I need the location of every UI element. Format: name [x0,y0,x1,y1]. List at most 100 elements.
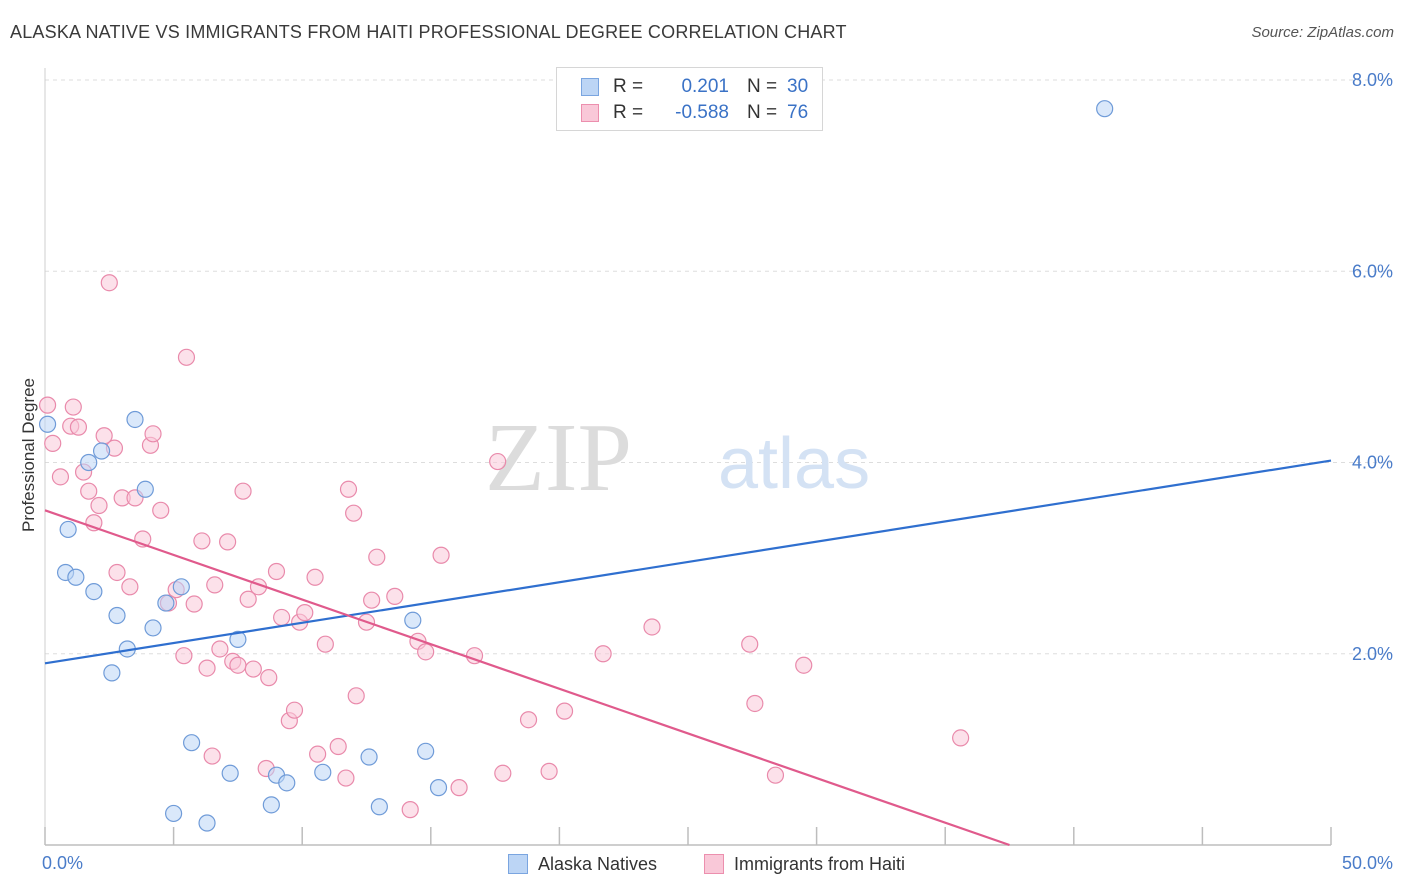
trend-line-alaska [44,459,1332,665]
bottom-legend-haiti: Immigrants from Haiti [704,852,905,876]
trend-line-haiti [44,509,1010,847]
legend-r-value: 0.201 [681,76,729,97]
y-tick-label: 4.0% [1352,453,1393,473]
data-point [80,482,98,500]
data-point [339,480,358,498]
bottom-legend-swatch-alaska [508,854,528,874]
data-point [368,548,386,566]
data-point [64,398,82,416]
bottom-legend-swatch-haiti [704,854,724,874]
data-point [198,814,216,832]
data-point [417,742,435,760]
data-point [183,734,201,752]
data-point [108,563,126,582]
data-point [239,590,257,608]
data-point [108,606,126,625]
data-point [555,702,574,720]
data-point [38,415,57,433]
data-point [540,762,558,780]
legend-swatch-haiti [581,104,599,122]
data-point [267,562,286,581]
legend-n-label: N = [747,76,778,97]
bottom-legend-label-alaska: Alaska Natives [538,853,658,874]
data-point [234,482,252,500]
data-point [643,618,661,636]
data-point [144,425,162,443]
data-point [92,442,111,460]
data-point [100,274,118,292]
data-point [229,656,247,674]
data-point [44,434,62,452]
data-point [260,669,278,687]
data-point [229,630,247,649]
data-point [177,348,196,366]
data-point [69,418,88,436]
data-point [165,804,183,823]
legend-n-value: 76 [787,102,809,123]
trend-lines [44,459,1332,847]
bottom-legend-label-haiti: Immigrants from Haiti [734,853,906,874]
data-point [90,496,108,515]
data-point [337,769,355,787]
x-tick-label: 50.0% [1342,853,1393,873]
correlation-legend: R = 0.201 N = 30 R = -0.588 N = 76 [556,67,823,131]
watermark-atlas: atlas [718,424,870,504]
data-point [67,568,85,586]
data-point [401,801,419,819]
legend-row-alaska: R = 0.201 N = 30 [581,74,808,100]
data-point [193,532,211,550]
data-point [206,576,224,594]
data-point [285,701,304,719]
data-point [417,643,435,661]
data-point [309,745,327,763]
watermark-zip: ZIP [485,404,632,512]
data-point [126,410,144,429]
alaska-points [38,100,1114,832]
data-point [363,591,381,609]
data-point [262,796,280,814]
data-point [198,659,216,677]
axes [44,68,1332,846]
legend-n-value: 30 [787,76,809,97]
legend-r-value: -0.588 [675,102,729,123]
data-point [429,779,448,797]
data-point [211,640,229,658]
data-point [306,568,324,586]
data-point [345,504,363,522]
data-point [172,578,190,596]
data-point [296,604,314,622]
data-point [766,766,785,784]
data-point [273,608,291,627]
data-point [1096,100,1114,118]
data-point [221,764,239,782]
data-point [59,520,77,539]
data-point [38,396,57,414]
legend-row-haiti: R = -0.588 N = 76 [581,100,808,126]
data-point [185,595,203,613]
legend-r-label: R = [613,102,644,123]
data-point [746,694,764,713]
data-point [136,480,154,498]
data-point [314,763,332,781]
data-point [144,619,162,637]
data-point [278,774,296,792]
x-tick-label: 0.0% [42,853,83,873]
gridlines [45,79,1392,655]
y-tick-label: 8.0% [1352,70,1393,90]
chart-title: ALASKA NATIVE VS IMMIGRANTS FROM HAITI P… [10,22,847,42]
data-point [519,711,538,729]
watermark: ZIP atlas [485,404,870,512]
data-point [494,764,512,782]
legend-swatch-alaska [581,78,599,96]
data-point [51,468,70,486]
data-point [952,729,970,747]
data-point [404,611,422,629]
legend-n-label: N = [747,102,778,123]
data-point [103,664,121,682]
data-point [489,452,507,471]
data-point [203,747,221,765]
y-axis-label: Professional Degree [19,378,38,532]
source-credit: Source: ZipAtlas.com [1251,24,1394,41]
data-point [450,779,468,797]
